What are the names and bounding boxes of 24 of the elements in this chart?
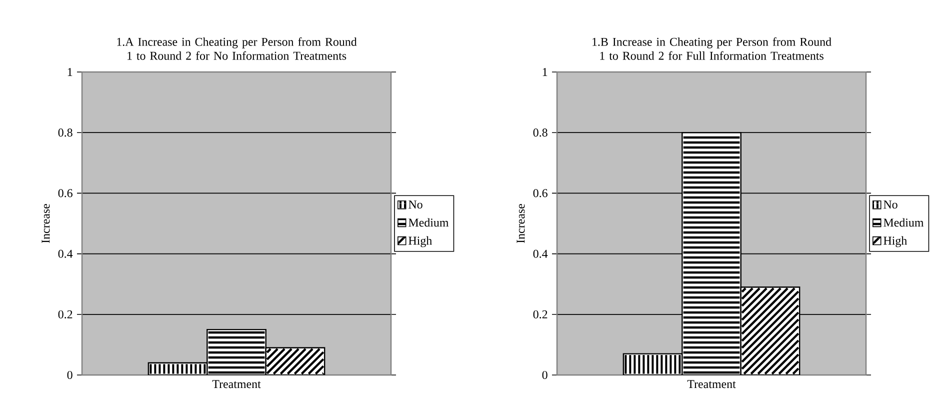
y-tick-label: 0 [67, 370, 72, 380]
legend-label: High [884, 236, 907, 248]
y-tick-label: 0.2 [533, 310, 548, 318]
y-tick-label: 0.2 [58, 310, 72, 318]
legend-label: No [408, 200, 422, 209]
legend-label: Medium [884, 218, 924, 227]
y-tick-label: 0.6 [58, 189, 72, 198]
y-tick-label: 1 [68, 68, 72, 76]
y-axis-title: Increase [42, 204, 50, 243]
x-axis-title: Treatment [687, 380, 736, 388]
y-tick-label: 0.4 [533, 250, 548, 258]
y-tick-label: 0.8 [533, 128, 548, 137]
chart-title: 1.B Increase in Cheating per Person from Round 1 to Round 2 for Full Information Treatments [592, 37, 832, 60]
y-tick-label: 0.8 [58, 128, 72, 137]
y-tick-label: 0.6 [533, 189, 548, 198]
y-tick-label: 1 [542, 68, 548, 76]
y-tick-label: 0.4 [58, 250, 73, 258]
y-axis-title: Increase [516, 204, 525, 243]
y-tick-label: 0 [542, 370, 548, 380]
legend-label: No [884, 200, 898, 209]
chart-title: 1.A Increase in Cheating per Person from Round 1 to Round 2 for No Information Treatments [117, 37, 357, 60]
x-axis-title: Treatment [212, 380, 261, 388]
legend-label: High [408, 236, 432, 248]
legend-label: Medium [408, 218, 449, 227]
